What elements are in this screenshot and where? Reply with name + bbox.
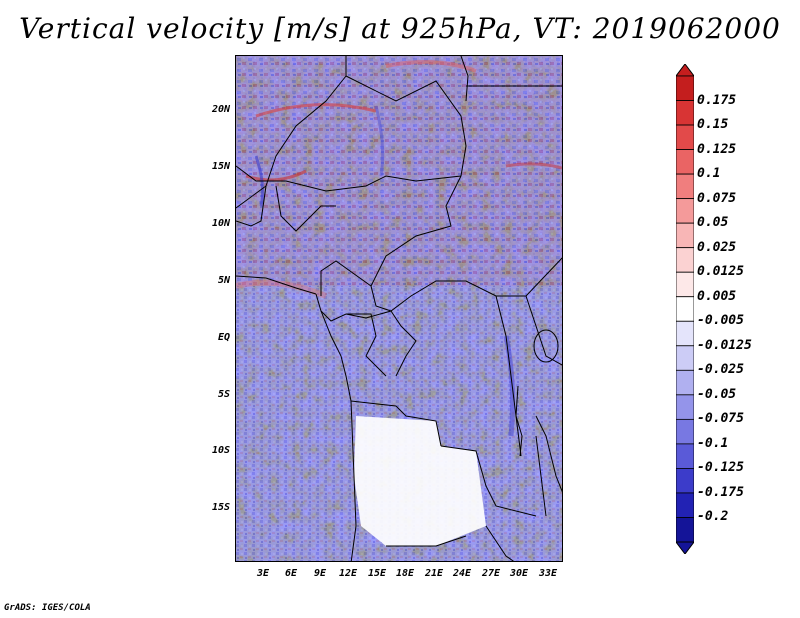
colorbar-label: 0.05	[697, 215, 729, 231]
colorbar-label: -0.2	[697, 509, 729, 525]
colorbar-label: 0.025	[697, 239, 737, 255]
colorbar-label: 0.0125	[697, 264, 744, 280]
lat-label-eq: EQ	[217, 332, 230, 343]
colorbar-swatch	[676, 173, 694, 200]
lon-label-3e: 3E	[256, 568, 270, 579]
colorbar-label: -0.075	[697, 411, 744, 427]
colorbar-swatch	[676, 492, 694, 518]
colorbar-swatch	[676, 517, 694, 543]
colorbar-swatch	[676, 394, 694, 420]
colorbar-swatch	[676, 124, 694, 150]
colorbar-swatch	[676, 271, 694, 298]
colorbar-label: 0.175	[697, 92, 737, 108]
colorbar-label: 0.005	[697, 288, 737, 304]
lon-label-6e: 6E	[284, 568, 298, 579]
colorbar-label: -0.1	[697, 435, 729, 451]
lon-label-9e: 9E	[313, 568, 327, 579]
colorbar-top-arrow	[676, 64, 694, 77]
colorbar-label: -0.125	[697, 460, 744, 476]
lat-label-5n: 5N	[217, 275, 230, 286]
colorbar-swatch	[676, 100, 694, 126]
colorbar-label: 0.125	[697, 141, 737, 157]
colorbar-swatch	[676, 345, 694, 371]
colorbar-swatch	[676, 149, 694, 175]
lon-label-27e: 27E	[481, 568, 501, 579]
colorbar-label: -0.05	[697, 386, 737, 402]
colorbar-label: 0.15	[697, 117, 729, 133]
lon-label-33e: 33E	[538, 568, 558, 579]
lon-label-18e: 18E	[395, 568, 415, 579]
colorbar-swatch	[676, 418, 694, 445]
colorbar-label: -0.005	[697, 313, 744, 329]
lat-label-15s: 15S	[211, 502, 230, 513]
colorbar-swatch	[676, 320, 694, 347]
colorbar-label: -0.025	[697, 362, 744, 378]
lon-label-24e: 24E	[452, 568, 472, 579]
colorbar-swatch	[676, 75, 694, 101]
colorbar-swatch	[676, 296, 694, 322]
colorbar-label: 0.075	[697, 190, 737, 206]
lon-label-30e: 30E	[509, 568, 529, 579]
lon-label-12e: 12E	[338, 568, 358, 579]
colorbar	[676, 64, 694, 554]
colorbar-label: -0.175	[697, 484, 744, 500]
lon-label-21e: 21E	[424, 568, 444, 579]
colorbar-swatch	[676, 222, 694, 249]
map-title: Vertical velocity [m/s] at 925hPa, VT: 2…	[19, 12, 781, 45]
lat-label-10n: 10N	[211, 218, 230, 229]
lat-label-15n: 15N	[211, 161, 230, 172]
colorbar-swatch	[676, 198, 694, 224]
lon-label-15e: 15E	[367, 568, 387, 579]
colorbar-label: 0.1	[697, 166, 721, 182]
colorbar-bottom-arrow	[676, 541, 694, 554]
colorbar-label: -0.0125	[697, 337, 752, 353]
velocity-field	[236, 56, 562, 561]
lat-label-20n: 20N	[211, 104, 230, 115]
colorbar-swatch	[676, 247, 694, 273]
map-plot-area	[235, 55, 563, 562]
colorbar-swatch	[676, 468, 694, 494]
lat-label-10s: 10S	[211, 445, 230, 456]
lat-label-5s: 5S	[217, 389, 230, 400]
colorbar-swatch	[676, 369, 694, 396]
grads-credit: GrADS: IGES/COLA	[4, 603, 91, 613]
colorbar-swatch	[676, 443, 694, 469]
